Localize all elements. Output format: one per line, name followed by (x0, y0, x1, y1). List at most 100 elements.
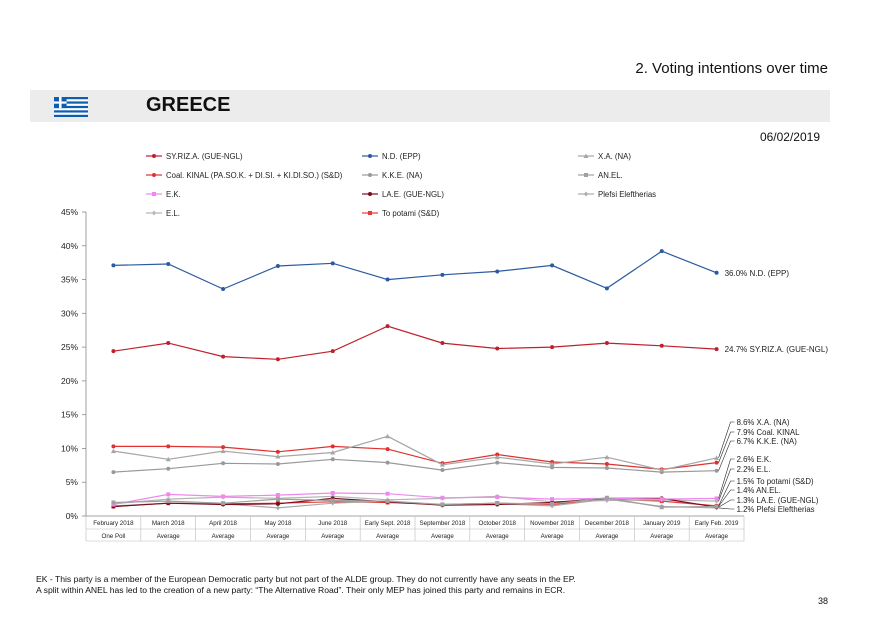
an-el-point (550, 501, 555, 506)
sy-riz-a-gue-ngl-point (495, 346, 500, 351)
k-k-e-na-point (221, 461, 226, 466)
x-a-na-point (549, 461, 555, 466)
legend-label-plefsi-eleftherias: Plefsi Eleftherias (598, 190, 656, 199)
y-tick-label: 20% (61, 376, 78, 386)
x-a-na-point (439, 462, 445, 467)
x-a-na-point (220, 448, 226, 454)
x-category-label: January 2019 (643, 520, 681, 527)
footnotes: EK - This party is a member of the Europ… (36, 574, 576, 596)
y-tick-label: 30% (61, 308, 78, 318)
an-el-point (111, 500, 116, 505)
end-label-x-a-na: 8.6% X.A. (NA) (737, 418, 790, 427)
legend-label-an-el: AN.EL. (598, 171, 623, 180)
n-d-epp-point (330, 261, 335, 266)
sy-riz-a-gue-ngl-point (440, 341, 445, 346)
x-category-label: March 2018 (152, 520, 185, 527)
end-label-plefsi-eleftherias: 1.2% Plefsi Eleftherias (737, 505, 815, 514)
x-category-label: February 2018 (93, 520, 134, 527)
legend-label-e-k: E.K. (166, 190, 181, 199)
an-el-point (659, 505, 664, 510)
coal-kinal-pa-so-k-di-si-ki-di-so-s-d-point (166, 444, 171, 449)
x-sublabel: Average (321, 533, 344, 540)
x-a-na-point (385, 433, 391, 439)
x-category-label: November 2018 (530, 520, 575, 527)
sy-riz-a-gue-ngl-point (385, 324, 390, 329)
legend-marker-e-l (152, 210, 156, 216)
y-tick-label: 15% (61, 410, 78, 420)
legend-marker-e-k (152, 192, 156, 196)
legend-marker-sy-riz-a-gue-ngl (152, 154, 156, 158)
k-k-e-na-point (550, 465, 555, 470)
y-tick-label: 45% (61, 207, 78, 217)
an-el-line (113, 497, 717, 508)
leader-la-e-gue-ngl (718, 499, 735, 508)
n-d-epp-point (440, 272, 445, 277)
n-d-epp-point (385, 277, 390, 282)
e-k-point (714, 496, 719, 501)
k-k-e-na-point (385, 460, 390, 465)
coal-kinal-pa-so-k-di-si-ki-di-so-s-d-point (275, 449, 280, 454)
footnote-anel: A split within ANEL has led to the creat… (36, 585, 566, 595)
k-k-e-na-point (495, 460, 500, 465)
x-category-label: Early Feb. 2019 (695, 520, 739, 527)
coal-kinal-pa-so-k-di-si-ki-di-so-s-d-point (221, 445, 226, 450)
end-label-an-el: 1.4% AN.EL. (737, 486, 781, 495)
x-sublabel: Average (157, 533, 180, 540)
legend-label-x-a-na: X.A. (NA) (598, 152, 631, 161)
k-k-e-na-line (113, 458, 717, 473)
la-e-gue-ngl-point (275, 501, 280, 506)
an-el-point (221, 501, 226, 506)
y-tick-label: 35% (61, 275, 78, 285)
n-d-epp-point (714, 270, 719, 275)
e-k-point (221, 494, 226, 499)
n-d-epp-point (659, 249, 664, 254)
x-a-na-line (113, 435, 717, 471)
x-a-na-point (604, 454, 610, 460)
section-title: 2. Voting intentions over time (635, 60, 828, 77)
y-tick-label: 5% (66, 477, 79, 487)
k-k-e-na-point (604, 466, 609, 471)
sy-riz-a-gue-ngl-point (166, 341, 171, 346)
x-sublabel: One Poll (102, 533, 126, 540)
coal-kinal-pa-so-k-di-si-ki-di-so-s-d-point (495, 452, 500, 457)
n-d-epp-point (111, 263, 116, 268)
coal-kinal-pa-so-k-di-si-ki-di-so-s-d-point (604, 461, 609, 466)
n-d-epp-point (275, 264, 280, 269)
x-a-na-point (275, 454, 281, 459)
legend-label-to-potami-s-d: To potami (S&D) (382, 209, 440, 218)
end-label-la-e-gue-ngl: 1.3% LA.E. (GUE-NGL) (737, 496, 819, 505)
e-k-point (385, 491, 390, 496)
sy-riz-a-gue-ngl-point (221, 354, 226, 359)
legend-label-la-e-gue-ngl: LA.E. (GUE-NGL) (382, 190, 444, 199)
coal-kinal-pa-so-k-di-si-ki-di-so-s-d-point (330, 444, 335, 449)
sy-riz-a-gue-ngl-point (275, 357, 280, 362)
legend-label-k-k-e-na: K.K.E. (NA) (382, 171, 423, 180)
legend-marker-coal-kinal-pa-so-k-di-si-ki-di-so-s-d (152, 173, 156, 177)
x-category-label: September 2018 (420, 520, 466, 527)
leader-e-k (718, 458, 735, 499)
x-a-na-point (165, 456, 171, 462)
sy-riz-a-gue-ngl-point (111, 349, 116, 354)
x-a-na-point (494, 454, 500, 460)
y-tick-label: 0% (66, 511, 79, 521)
e-k-line (113, 492, 717, 506)
plefsi-eleftherias-point (275, 505, 280, 511)
leader-plefsi-eleftherias (718, 507, 735, 510)
x-a-na-point (110, 448, 116, 454)
k-k-e-na-point (714, 468, 719, 473)
voting-intentions-chart: 0% 5% 10% 15% 20% 25% 30% 35% 40% 45% February 201… (61, 152, 829, 542)
leader-an-el (718, 489, 735, 507)
an-el-point (714, 504, 719, 509)
x-a-na-point (330, 449, 336, 455)
an-el-point (495, 501, 500, 506)
legend-marker-plefsi-eleftherias (584, 191, 588, 197)
legend-marker-to-potami-s-d (368, 211, 372, 215)
e-k-point (495, 495, 500, 500)
legend-label-e-l: E.L. (166, 209, 180, 218)
page-number: 38 (817, 596, 828, 606)
end-label-sy-riz-a-gue-ngl: 24.7% SY.RIZ.A. (GUE-NGL) (725, 345, 829, 354)
x-sublabel: Average (212, 533, 235, 540)
an-el-point (604, 495, 609, 500)
x-category-label: October 2018 (479, 520, 517, 527)
x-a-na-point (714, 455, 720, 460)
